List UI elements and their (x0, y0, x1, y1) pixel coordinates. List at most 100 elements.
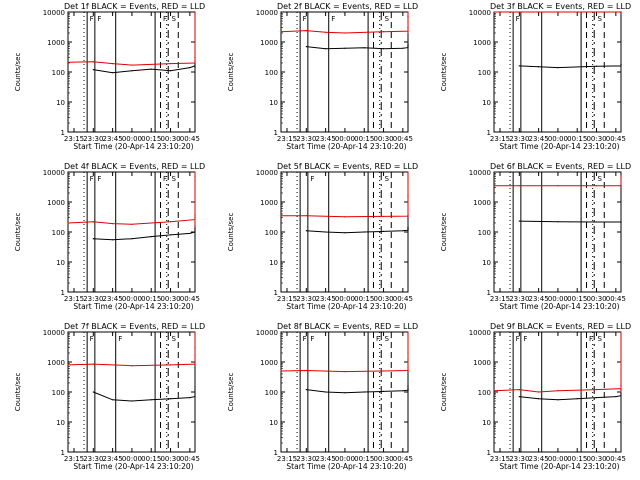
y-tick-label: 1000 (473, 199, 491, 207)
lld-point (493, 390, 495, 392)
flag-label: S (385, 15, 390, 23)
lld-point (194, 41, 196, 43)
lld-point (407, 27, 409, 29)
lld-point (620, 183, 622, 185)
events-point (407, 384, 409, 386)
x-axis-label: Start Time (20-Apr-14 23:10:20) (286, 142, 406, 151)
y-tick-label: 1000 (260, 199, 278, 207)
y-tick-label: 1000 (47, 39, 65, 47)
events-point (169, 70, 172, 72)
events-point (363, 47, 365, 49)
events-point (194, 66, 196, 68)
flag-label: F (331, 15, 335, 23)
lld-point (518, 389, 520, 391)
x-axis-label: Start Time (20-Apr-14 23:10:20) (499, 302, 619, 311)
lld-point (407, 11, 409, 13)
x-tick-label: 23:15 (277, 455, 297, 463)
lld-point (407, 28, 409, 31)
lld-point (194, 201, 196, 203)
lld-point (112, 63, 114, 65)
lld-point (407, 368, 409, 370)
flag-label: S (598, 15, 603, 23)
x-tick-label: 23:30 (83, 295, 103, 303)
y-tick-label: 100 (478, 389, 491, 397)
lld-point (194, 57, 196, 59)
x-tick-label: 00:45 (180, 295, 200, 303)
lld-point (620, 185, 622, 187)
y-tick-label: 10 (482, 259, 491, 267)
y-tick-label: 10 (269, 419, 278, 427)
events-point (194, 230, 196, 232)
y-axis-label: Counts/sec (14, 213, 22, 252)
flag-label: S (598, 175, 603, 183)
plot-frame (493, 171, 622, 293)
events-point (194, 382, 196, 384)
lld-point (194, 215, 196, 217)
x-tick-label: 00:15 (354, 295, 374, 303)
y-tick-label: 10000 (43, 329, 65, 337)
events-point (344, 232, 346, 234)
events-point (194, 67, 196, 69)
lld-point (620, 387, 622, 390)
flag-label: F (90, 175, 94, 183)
x-tick-label: 00:15 (141, 295, 161, 303)
x-tick-label: 00:30 (160, 455, 180, 463)
x-tick-label: 23:15 (490, 135, 510, 143)
x-tick-label: 23:15 (64, 455, 84, 463)
events-point (557, 399, 559, 401)
x-tick-label: 23:45 (103, 295, 123, 303)
y-tick-label: 10 (56, 99, 65, 107)
events-point (325, 231, 327, 233)
y-tick-label: 10 (482, 99, 491, 107)
panel-title: Det 7f BLACK = Events, RED = LLD (64, 322, 205, 331)
lld-point (344, 216, 346, 218)
events-point (538, 66, 540, 68)
x-axis-label: Start Time (20-Apr-14 23:10:20) (286, 462, 406, 471)
y-tick-label: 100 (478, 69, 491, 77)
lld-point (194, 356, 196, 358)
x-tick-label: 23:30 (296, 135, 316, 143)
events-point (407, 47, 409, 49)
x-tick-label: 23:45 (316, 135, 336, 143)
x-tick-label: 00:30 (373, 135, 393, 143)
y-axis-label: Counts/sec (227, 373, 235, 412)
x-tick-label: 00:30 (586, 295, 606, 303)
x-tick-label: 00:45 (393, 295, 413, 303)
x-tick-label: 23:30 (509, 295, 529, 303)
events-point (131, 238, 133, 240)
x-tick-label: 00:00 (335, 295, 355, 303)
x-tick-label: 23:30 (296, 455, 316, 463)
x-tick-label: 00:15 (567, 295, 587, 303)
lld-point (407, 32, 409, 34)
events-point (194, 227, 196, 230)
lld-point (620, 331, 622, 333)
lld-point (194, 59, 196, 61)
lld-point (194, 218, 196, 221)
lld-point (538, 391, 540, 393)
y-tick-label: 10000 (469, 329, 491, 337)
lld-series-line (67, 12, 196, 66)
lld-point (194, 340, 196, 342)
flag-label: F (303, 335, 307, 343)
y-tick-label: 10000 (256, 169, 278, 177)
y-tick-label: 100 (265, 229, 278, 237)
lld-point (67, 364, 69, 366)
flag-label: F (163, 175, 167, 183)
y-tick-label: 1 (61, 449, 65, 457)
lld-point (169, 63, 172, 65)
lld-point (595, 185, 598, 187)
lld-point (620, 176, 622, 178)
y-tick-label: 1 (274, 449, 278, 457)
lld-series-line (280, 332, 409, 373)
x-tick-label: 00:30 (586, 135, 606, 143)
events-point (518, 396, 520, 398)
events-point (112, 239, 114, 241)
x-tick-label: 23:15 (490, 455, 510, 463)
y-axis-label: Counts/sec (440, 373, 448, 412)
lld-series-line (67, 172, 196, 227)
events-point (189, 397, 191, 399)
flag-label: S (385, 175, 390, 183)
events-point (615, 396, 617, 398)
events-point (407, 43, 409, 45)
